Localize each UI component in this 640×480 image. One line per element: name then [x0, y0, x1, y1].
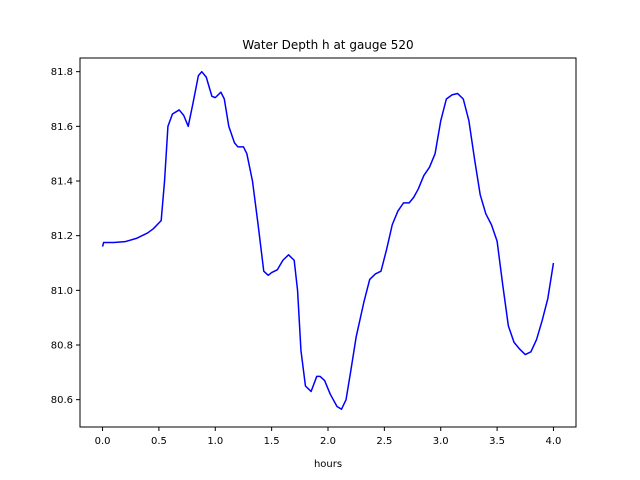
- series-layer: [101, 70, 555, 410]
- x-axis-label: hours: [314, 459, 342, 470]
- y-tick-label: 81.0: [51, 286, 73, 297]
- y-axis-ticks: 80.6 80.8 81.0 81.2 81.4 81.6 81.8: [51, 67, 80, 406]
- x-tick-label: 4.0: [546, 436, 562, 447]
- y-tick-label: 81.4: [51, 177, 73, 188]
- x-tick-label: 3.0: [433, 436, 449, 447]
- y-tick-label: 81.6: [51, 122, 73, 133]
- y-tick-label: 80.6: [51, 395, 73, 406]
- x-axis-ticks: 0.0 0.5 1.0 1.5 2.0 2.5 3.0 3.5 4.0: [95, 427, 562, 447]
- x-tick-label: 0.5: [151, 436, 167, 447]
- x-tick-label: 1.0: [207, 436, 223, 447]
- x-tick-label: 2.0: [320, 436, 336, 447]
- x-tick-label: 0.0: [95, 436, 111, 447]
- series-line-0: [101, 70, 555, 410]
- y-tick-label: 81.8: [51, 67, 73, 78]
- y-tick-label: 81.2: [51, 231, 73, 242]
- x-tick-label: 2.5: [376, 436, 392, 447]
- x-tick-label: 3.5: [489, 436, 505, 447]
- plot-frame: [79, 57, 577, 428]
- x-tick-label: 1.5: [264, 436, 280, 447]
- y-tick-label: 80.8: [51, 341, 73, 352]
- chart-title: Water Depth h at gauge 520: [242, 38, 413, 52]
